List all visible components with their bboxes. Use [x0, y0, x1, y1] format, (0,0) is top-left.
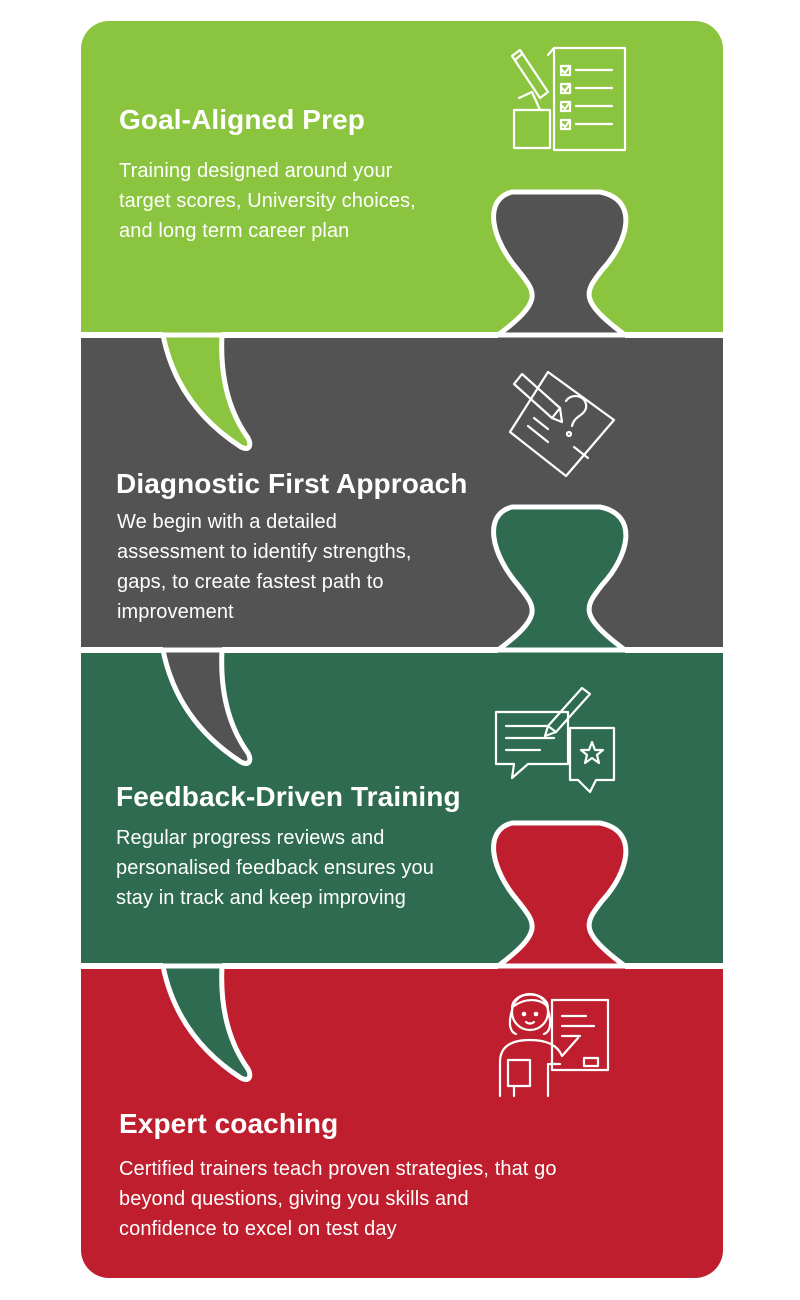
step-desc-line: Training designed around your [119, 160, 393, 182]
step-desc-line: improvement [117, 601, 234, 623]
step-title-goal-aligned-prep: Goal-Aligned Prep [119, 104, 365, 135]
step-title-diagnostic-first-approach: Diagnostic First Approach [116, 468, 468, 499]
checklist-document-pencil-icon [510, 46, 627, 152]
puzzle-knob-2 [491, 504, 629, 653]
step-desc-line: personalised feedback ensures you [116, 857, 434, 879]
step-desc-line: gaps, to create fastest path to [117, 571, 384, 593]
step-desc-line: stay in track and keep improving [116, 887, 406, 909]
puzzle-tail-3 [160, 963, 253, 1082]
segment-goal-aligned-prep [81, 21, 723, 335]
step-desc-line: Regular progress reviews and [116, 827, 384, 849]
step-desc-line: We begin with a detailed [117, 511, 337, 533]
puzzle-card [81, 21, 723, 1278]
feedback-chat-bubbles-icon [494, 686, 616, 794]
puzzle-knob-1 [491, 189, 629, 338]
step-title-feedback-driven-training: Feedback-Driven Training [116, 781, 461, 812]
step-desc-line: beyond questions, giving you skills and [119, 1188, 469, 1210]
step-desc-line: assessment to identify strengths, [117, 541, 412, 563]
puzzle-tail-1 [160, 332, 253, 451]
step-desc-line: confidence to excel on test day [119, 1218, 397, 1240]
step-desc-line: and long term career plan [119, 220, 349, 242]
puzzle-knob-3 [491, 820, 629, 969]
step-desc-line: target scores, University choices, [119, 190, 416, 212]
step-desc-line: Certified trainers teach proven strategi… [119, 1158, 557, 1180]
step-title-expert-coaching: Expert coaching [119, 1108, 338, 1139]
question-paper-pencil-icon [508, 370, 616, 478]
puzzle-tail-2 [160, 647, 253, 766]
teacher-whiteboard-icon [498, 992, 610, 1098]
